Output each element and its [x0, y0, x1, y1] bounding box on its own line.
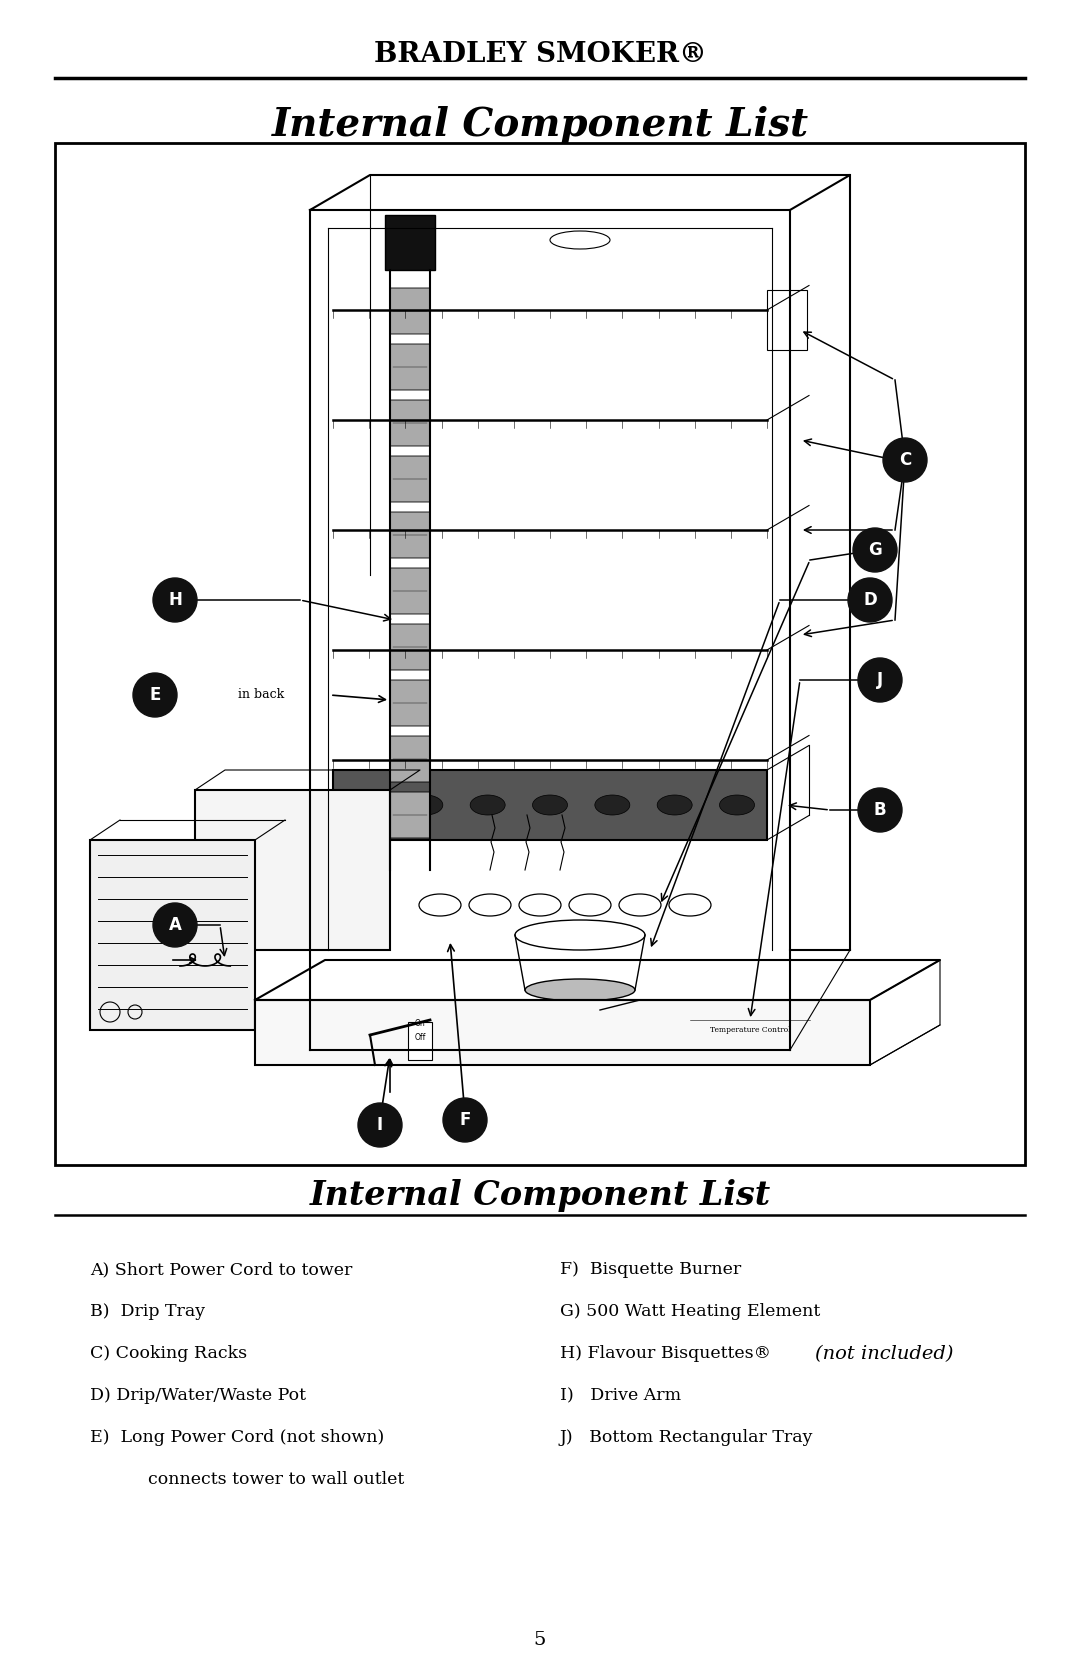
Bar	[55, 144, 1025, 1165]
Text: C) Cooking Racks: C) Cooking Racks	[90, 1345, 247, 1362]
Bar	[255, 1000, 870, 1065]
Text: J: J	[877, 671, 883, 689]
Circle shape	[858, 658, 902, 703]
Ellipse shape	[657, 794, 692, 814]
Circle shape	[153, 903, 197, 946]
Text: D: D	[863, 591, 877, 609]
Text: H: H	[168, 591, 181, 609]
Text: (not included): (not included)	[815, 1345, 954, 1364]
Text: G: G	[868, 541, 882, 559]
Text: J)   Bottom Rectangular Tray: J) Bottom Rectangular Tray	[561, 1430, 813, 1447]
Text: A) Short Power Cord to tower: A) Short Power Cord to tower	[90, 1262, 352, 1278]
Text: D) Drip/Water/Waste Pot: D) Drip/Water/Waste Pot	[90, 1387, 306, 1405]
Text: I)   Drive Arm: I) Drive Arm	[561, 1387, 681, 1405]
Text: H) Flavour Bisquettes®: H) Flavour Bisquettes®	[561, 1345, 777, 1362]
Ellipse shape	[408, 794, 443, 814]
Circle shape	[357, 1103, 402, 1147]
Circle shape	[133, 673, 177, 718]
FancyBboxPatch shape	[408, 1021, 432, 1060]
Bar	[767, 290, 807, 350]
Ellipse shape	[525, 980, 635, 1001]
Circle shape	[443, 1098, 487, 1142]
Text: E: E	[149, 686, 161, 704]
Text: BRADLEY SMOKER®: BRADLEY SMOKER®	[374, 42, 706, 68]
Bar	[90, 840, 255, 1030]
FancyBboxPatch shape	[390, 793, 430, 838]
Circle shape	[848, 577, 892, 623]
FancyBboxPatch shape	[390, 679, 430, 726]
Text: B)  Drip Tray: B) Drip Tray	[90, 1303, 205, 1320]
Text: Internal Component List: Internal Component List	[310, 1178, 770, 1212]
Text: A: A	[168, 916, 181, 935]
Ellipse shape	[595, 794, 630, 814]
FancyBboxPatch shape	[390, 624, 430, 669]
FancyBboxPatch shape	[390, 456, 430, 502]
Text: Off: Off	[415, 1033, 426, 1041]
Text: G) 500 Watt Heating Element: G) 500 Watt Heating Element	[561, 1303, 820, 1320]
Ellipse shape	[719, 794, 755, 814]
Text: E)  Long Power Cord (not shown): E) Long Power Cord (not shown)	[90, 1430, 384, 1447]
Text: F: F	[459, 1112, 471, 1128]
Ellipse shape	[532, 794, 567, 814]
Circle shape	[853, 527, 897, 572]
Text: Temperature Control: Temperature Control	[710, 1026, 791, 1035]
FancyBboxPatch shape	[390, 512, 430, 557]
Text: I: I	[377, 1117, 383, 1133]
Text: 5: 5	[534, 1631, 546, 1649]
FancyBboxPatch shape	[390, 567, 430, 614]
FancyBboxPatch shape	[390, 344, 430, 391]
FancyBboxPatch shape	[390, 289, 430, 334]
Text: in back: in back	[238, 689, 284, 701]
Circle shape	[883, 437, 927, 482]
Text: connects tower to wall outlet: connects tower to wall outlet	[114, 1472, 404, 1489]
Bar	[195, 789, 390, 950]
Circle shape	[858, 788, 902, 833]
Text: B: B	[874, 801, 887, 819]
FancyBboxPatch shape	[390, 401, 430, 446]
FancyBboxPatch shape	[390, 736, 430, 783]
Text: C: C	[899, 451, 912, 469]
Text: Internal Component List: Internal Component List	[271, 107, 809, 144]
Circle shape	[153, 577, 197, 623]
Bar	[333, 769, 767, 840]
Text: On: On	[415, 1018, 426, 1028]
Ellipse shape	[346, 794, 380, 814]
Ellipse shape	[470, 794, 505, 814]
Bar	[384, 215, 435, 270]
Text: F)  Bisquette Burner: F) Bisquette Burner	[561, 1262, 741, 1278]
